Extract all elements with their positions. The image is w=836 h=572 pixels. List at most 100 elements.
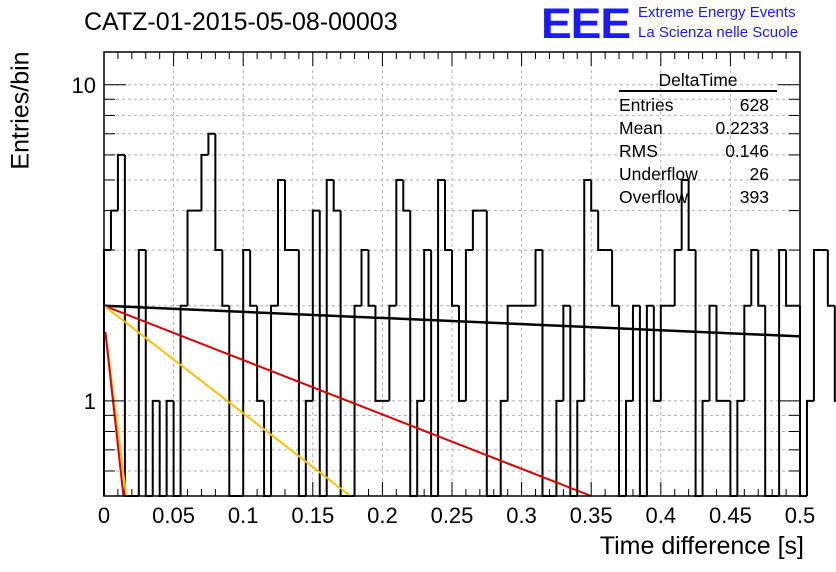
- histogram-bin: [708, 304, 717, 401]
- histogram-bin: [812, 249, 821, 401]
- y-tick-label: 1: [84, 389, 96, 414]
- histogram-bin: [151, 399, 160, 496]
- x-tick-label: 0.1: [228, 503, 259, 528]
- fit-curves: [103, 304, 801, 497]
- x-tick-label: 0.3: [506, 503, 537, 528]
- x-tick-label: 0.25: [431, 503, 474, 528]
- histogram-bin: [750, 249, 759, 306]
- histogram-bin: [332, 179, 341, 212]
- histogram-bin: [339, 210, 348, 497]
- stats-label: RMS: [619, 141, 658, 161]
- histogram-bin: [200, 153, 209, 211]
- stats-row-entries: Entries 628: [611, 94, 777, 117]
- y-tick-label: 10: [72, 73, 96, 98]
- histogram-bin: [583, 178, 592, 401]
- histogram-bin: [402, 179, 411, 212]
- histogram-bin: [611, 250, 620, 307]
- histogram-bin: [659, 304, 668, 401]
- histogram-bin: [444, 179, 452, 252]
- stats-row-rms: RMS 0.146: [611, 140, 777, 163]
- histogram-bin: [645, 304, 654, 496]
- histogram-bin: [457, 305, 466, 402]
- histogram-bin: [799, 305, 807, 497]
- histogram-bin: [471, 209, 480, 251]
- histogram-bin: [652, 305, 661, 402]
- stats-label: Underflow: [619, 164, 698, 184]
- histogram-bin: [506, 304, 515, 401]
- histogram-bin: [186, 209, 195, 306]
- histogram-bin: [541, 250, 550, 497]
- histogram-bin: [485, 210, 494, 497]
- histogram-bin: [597, 210, 606, 252]
- histogram-bin: [353, 304, 362, 496]
- histogram-bin: [423, 249, 432, 401]
- stats-value: 393: [739, 187, 769, 207]
- histogram-bin: [805, 399, 814, 496]
- fit-line: [103, 304, 801, 338]
- histogram-bin: [743, 304, 752, 401]
- histogram-bin: [277, 178, 285, 306]
- chart-title: CATZ-01-2015-05-08-00003: [84, 8, 398, 36]
- histogram-bin: [826, 250, 835, 307]
- histogram-bin: [144, 250, 153, 497]
- histogram-bin: [249, 250, 258, 307]
- x-tick-label: 0.4: [646, 503, 677, 528]
- histogram-bin: [576, 399, 585, 496]
- stats-value: 628: [739, 95, 769, 115]
- histogram-bin: [179, 304, 188, 496]
- x-tick-label: 0: [98, 503, 110, 528]
- histogram-bin: [625, 399, 633, 496]
- eee-logo: EEE: [541, 0, 631, 48]
- stats-title: DeltaTime: [619, 70, 777, 92]
- x-tick-label: 0.5: [785, 503, 816, 528]
- x-tick-label: 0.15: [291, 503, 334, 528]
- histogram-bin: [631, 304, 640, 401]
- histogram-bin: [270, 304, 278, 496]
- histogram-bin: [360, 249, 369, 306]
- histogram-bin: [256, 305, 265, 402]
- histogram-bin: [311, 209, 320, 401]
- stats-label: Overflow: [619, 187, 689, 207]
- histogram-bin: [416, 399, 425, 496]
- x-tick-label: 0.2: [367, 503, 398, 528]
- histogram-bin: [757, 250, 766, 307]
- fit-line: [103, 304, 592, 497]
- fit-line: [104, 332, 125, 497]
- histogram-bin: [701, 399, 710, 496]
- axis-tick-labels: 0 0.05 0.1 0.15 0.2 0.25 0.3 0.35 0.4 0.45 0.5 1 10: [72, 73, 816, 528]
- histogram-bin: [785, 250, 794, 307]
- histogram-bin: [680, 178, 689, 251]
- histogram-bin: [451, 250, 459, 307]
- y-axis-label: Entries/bin: [6, 51, 35, 170]
- stats-row-mean: Mean 0.2233: [611, 117, 777, 140]
- histogram-bin: [242, 249, 251, 496]
- x-tick-label: 0.35: [570, 503, 613, 528]
- stats-box: DeltaTime Entries 628 Mean 0.2233 RMS 0.…: [611, 70, 777, 209]
- histogram-bin: [687, 179, 696, 252]
- histogram-bin: [116, 153, 125, 211]
- histogram-bin: [555, 399, 564, 496]
- histogram-bin: [388, 304, 397, 401]
- histogram-bin: [590, 179, 599, 212]
- histogram-bin: [464, 249, 473, 401]
- histogram-bin: [283, 179, 292, 252]
- histogram-bin: [318, 210, 327, 497]
- stats-row-overflow: Overflow 393: [611, 186, 777, 209]
- logo-line-1: Extreme Energy Events: [638, 4, 796, 21]
- stats-value: 0.146: [725, 141, 769, 161]
- histogram-bin: [221, 250, 230, 307]
- histogram-bin: [715, 305, 724, 402]
- histogram-bin: [437, 178, 446, 496]
- histogram-bin: [430, 250, 439, 497]
- stats-label: Mean: [619, 118, 663, 138]
- axis-ticks: [103, 52, 801, 497]
- histogram-bin: [165, 399, 174, 496]
- histogram-bin: [137, 249, 146, 496]
- histogram-bin: [304, 399, 313, 496]
- x-tick-label: 0.45: [709, 503, 752, 528]
- x-axis-label: Time difference [s]: [599, 532, 804, 560]
- histogram-bin: [778, 249, 787, 496]
- histogram-bin: [207, 132, 216, 155]
- stats-value: 26: [749, 164, 769, 184]
